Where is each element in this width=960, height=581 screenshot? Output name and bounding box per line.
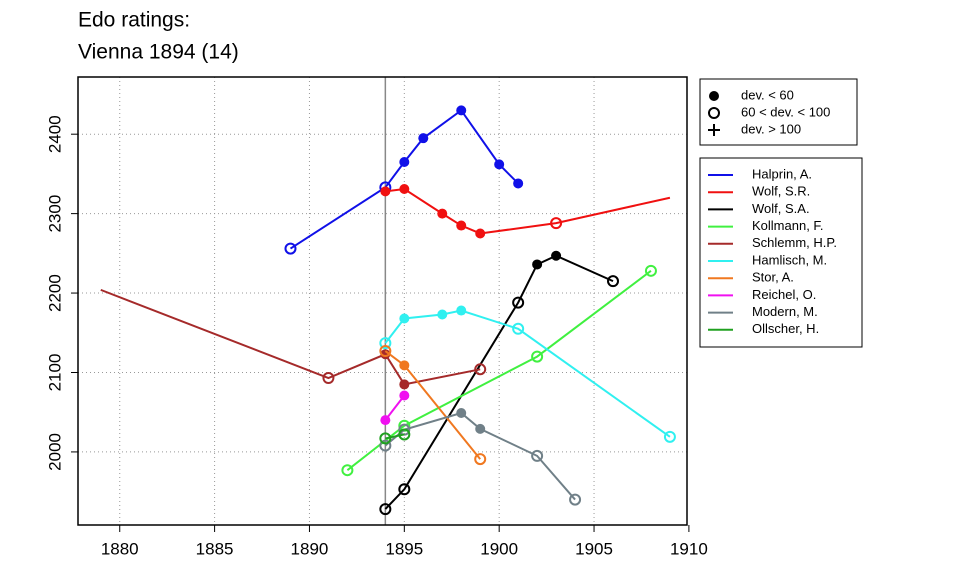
- point: [341, 464, 354, 477]
- point: [379, 337, 392, 350]
- point: [456, 105, 467, 116]
- point: [379, 432, 392, 445]
- point: [322, 372, 335, 385]
- point: [644, 264, 657, 277]
- point: [569, 493, 582, 506]
- point: [399, 390, 410, 401]
- legend-label: dev. < 60: [741, 87, 794, 102]
- x-tick-label: 1895: [385, 539, 423, 558]
- legend-label: dev. > 100: [741, 121, 801, 136]
- series-line: [100, 288, 481, 386]
- point: [380, 415, 391, 426]
- legend-label: Ollscher, H.: [752, 321, 819, 336]
- y-tick-label: 2000: [45, 433, 64, 471]
- series-line: [385, 187, 671, 235]
- x-tick-label: 1890: [291, 539, 329, 558]
- chart-title: Edo ratings:: [78, 9, 190, 32]
- point: [607, 275, 620, 288]
- series-line: [289, 108, 519, 250]
- point: [437, 309, 448, 320]
- point: [379, 439, 392, 452]
- point: [512, 296, 525, 309]
- x-tick-label: 1900: [480, 539, 518, 558]
- point: [398, 483, 411, 496]
- x-tick-label: 1880: [101, 539, 139, 558]
- point: [456, 305, 467, 316]
- series-line: [384, 411, 576, 501]
- point: [474, 453, 487, 466]
- y-tick-label: 2200: [45, 274, 64, 312]
- legend-label: 60 < dev. < 100: [741, 104, 830, 119]
- legend-symbol: [709, 91, 719, 101]
- point: [475, 423, 486, 434]
- legend-symbol: [708, 124, 720, 136]
- series-line: [384, 309, 671, 438]
- point: [456, 220, 467, 231]
- point: [531, 350, 544, 363]
- legend-label: Reichel, O.: [752, 287, 816, 302]
- point: [379, 345, 392, 358]
- legend-label: Halprin, A.: [752, 166, 812, 181]
- point: [399, 379, 410, 390]
- point: [284, 242, 297, 255]
- y-tick-label: 2100: [45, 354, 64, 392]
- legend-symbol: [708, 107, 720, 119]
- series-line: [385, 433, 405, 440]
- point: [474, 363, 487, 376]
- point: [494, 159, 505, 170]
- point: [475, 228, 486, 239]
- point: [380, 186, 391, 197]
- legend-label: Modern, M.: [752, 304, 818, 319]
- point: [513, 178, 524, 189]
- y-tick-label: 2400: [45, 115, 64, 153]
- point: [418, 133, 429, 144]
- plot-frame: [77, 76, 688, 526]
- x-tick-label: 1905: [575, 539, 613, 558]
- point: [379, 503, 392, 516]
- point: [551, 250, 562, 261]
- point: [663, 430, 676, 443]
- y-tick-label: 2300: [45, 195, 64, 233]
- legend-label: Schlemm, H.P.: [752, 235, 837, 250]
- chart-subtitle: Vienna 1894 (14): [78, 41, 239, 64]
- point: [398, 428, 411, 441]
- point: [399, 184, 410, 194]
- series-line: [346, 270, 652, 471]
- point: [399, 156, 410, 167]
- series-line: [384, 394, 406, 421]
- legend-box: [699, 157, 863, 348]
- x-tick-label: 1910: [670, 539, 708, 558]
- legend-label: Kollmann, F.: [752, 218, 824, 233]
- point: [550, 217, 563, 230]
- point: [399, 360, 410, 371]
- legend-label: Wolf, S.R.: [752, 184, 810, 199]
- point: [512, 322, 525, 335]
- point: [399, 313, 410, 324]
- point: [456, 408, 467, 418]
- legend-label: Stor, A.: [752, 270, 794, 285]
- legend-label: Hamlisch, M.: [752, 252, 827, 267]
- point: [531, 449, 544, 462]
- point: [437, 208, 448, 219]
- legend-label: Wolf, S.A.: [752, 201, 810, 216]
- x-tick-label: 1885: [196, 539, 234, 558]
- point: [532, 259, 543, 270]
- legend-box: [699, 78, 858, 146]
